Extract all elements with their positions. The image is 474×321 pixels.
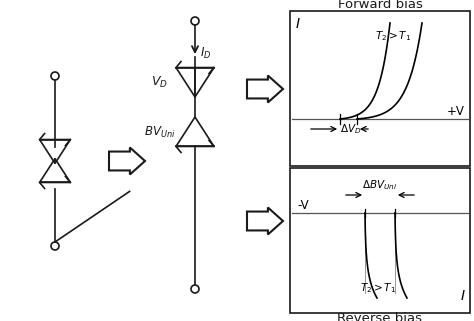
Text: +V: +V bbox=[447, 105, 465, 118]
Text: $T_2 > T_1$: $T_2 > T_1$ bbox=[375, 29, 411, 43]
Text: I: I bbox=[461, 289, 465, 303]
FancyBboxPatch shape bbox=[290, 11, 470, 166]
Text: $V_D$: $V_D$ bbox=[151, 74, 168, 90]
Text: Forward bias: Forward bias bbox=[337, 0, 422, 11]
Text: $BV_{Uni}$: $BV_{Uni}$ bbox=[144, 125, 175, 140]
FancyBboxPatch shape bbox=[290, 168, 470, 313]
Text: $T_2 > T_1$: $T_2 > T_1$ bbox=[360, 281, 396, 295]
Text: $\Delta BV_{Uni}$: $\Delta BV_{Uni}$ bbox=[363, 178, 398, 192]
Text: I: I bbox=[296, 17, 300, 31]
Text: $\Delta V_D$: $\Delta V_D$ bbox=[340, 122, 361, 136]
Text: Reverse bias: Reverse bias bbox=[337, 311, 422, 321]
Text: -V: -V bbox=[297, 199, 309, 212]
Text: $I_D$: $I_D$ bbox=[200, 46, 211, 61]
